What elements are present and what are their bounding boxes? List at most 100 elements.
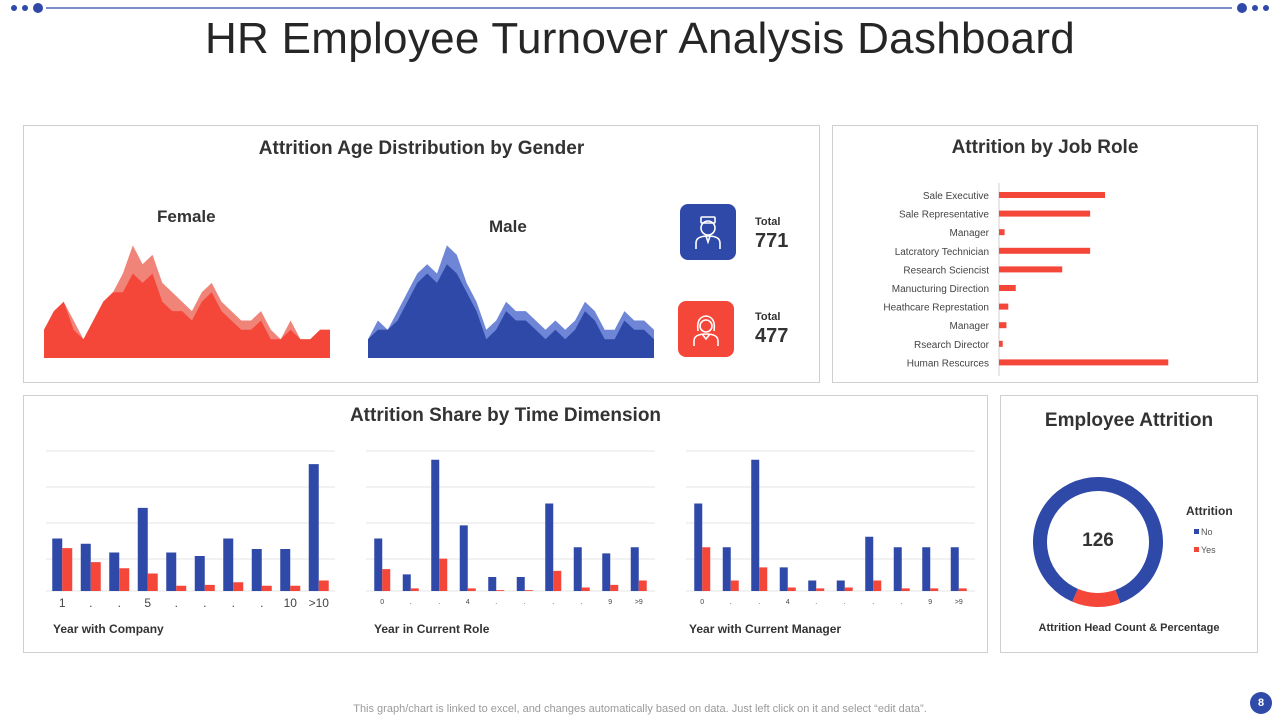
legend-swatch-yes [1194, 547, 1199, 552]
company-bar-yes [90, 562, 101, 591]
female-total-value: 477 [755, 325, 789, 347]
female-area-chart [44, 245, 330, 358]
attrition-donut-chart: Attrition No Yes [1033, 477, 1233, 607]
company-bar-no [80, 543, 91, 591]
manager-bar-no [779, 567, 788, 591]
role-bar-yes [524, 590, 533, 591]
role-tick-label: . [410, 599, 412, 606]
job-role-label: Latcratory Technician [895, 247, 989, 258]
role-bar-no [431, 459, 440, 591]
job-role-bar [999, 359, 1169, 366]
year-in-current-role-label: Year in Current Role [374, 622, 490, 636]
role-bar-no [374, 538, 383, 591]
year-in-current-role-chart: 0.. 4.... 9 >9 [366, 450, 655, 606]
male-label: Male [489, 217, 527, 236]
job-role-label: Research Sciencist [903, 265, 989, 276]
job-role-panel: Attrition by Job Role Sale Executive Sale… [832, 125, 1258, 383]
job-role-bar [999, 229, 1005, 236]
role-bar-yes [610, 584, 619, 591]
company-tick-label: 10 [284, 596, 298, 610]
legend-swatch-no [1194, 529, 1199, 534]
company-bar-yes [290, 585, 301, 591]
company-bar-no [109, 552, 120, 591]
manager-tick-label: 0 [700, 599, 704, 606]
manager-tick-label: . [758, 599, 760, 606]
job-role-label: Manager [950, 228, 990, 239]
manager-bar-yes [702, 547, 711, 591]
female-total-label: Total [755, 311, 781, 323]
manager-tick-label: . [901, 599, 903, 606]
company-bar-no [308, 464, 319, 591]
job-role-label: Sale Executive [923, 191, 990, 202]
company-bar-no [251, 549, 262, 591]
role-bar-yes [439, 558, 448, 591]
female-area-series-1 [44, 273, 330, 358]
time-dimension-panel: Attrition Share by Time Dimension 1.. 5..… [23, 395, 988, 653]
donut-legend-title: Attrition [1186, 504, 1233, 518]
role-bar-yes [410, 588, 419, 591]
company-tick-label: 5 [144, 596, 151, 610]
year-with-company-chart: 1.. 5.... 10 >10 [46, 450, 335, 610]
company-bar-no [280, 549, 291, 591]
role-bar-no [488, 577, 497, 591]
role-bar-no [630, 547, 639, 591]
manager-bar-no [893, 547, 902, 591]
manager-bar-yes [844, 587, 853, 591]
company-tick-label: >10 [309, 596, 330, 610]
company-bar-no [223, 538, 234, 591]
manager-bar-yes [930, 588, 939, 591]
role-bar-yes [382, 569, 391, 591]
company-bar-no [166, 552, 177, 591]
page-number-badge: 8 [1250, 692, 1272, 714]
manager-bar-no [694, 503, 703, 591]
job-role-bar [999, 322, 1007, 329]
job-role-bar [999, 266, 1063, 273]
manager-tick-label: . [872, 599, 874, 606]
manager-bar-no [751, 459, 760, 591]
role-bar-yes [581, 587, 590, 591]
job-role-label: Manucturing Direction [892, 284, 989, 295]
female-employee-icon [678, 301, 734, 357]
manager-bar-yes [901, 588, 910, 591]
job-role-bar [999, 192, 1106, 198]
manager-bar-yes [816, 588, 825, 591]
role-bar-no [602, 553, 611, 591]
manager-bar-no [865, 536, 874, 591]
male-total-value: 771 [755, 230, 789, 252]
company-tick-label: . [203, 596, 206, 610]
company-bar-no [52, 538, 63, 591]
manager-bar-yes [958, 588, 967, 591]
job-role-label: Heathcare Represtation [883, 303, 989, 314]
job-role-label: Rsearch Director [914, 340, 990, 351]
role-tick-label: . [552, 599, 554, 606]
job-role-label: Manager [950, 321, 990, 332]
manager-bar-no [808, 580, 817, 591]
employee-attrition-panel: Employee Attrition Attrition No Yes 126 At… [1000, 395, 1258, 653]
role-bar-no [402, 574, 411, 591]
job-role-bar [999, 303, 1009, 310]
job-role-bar [999, 210, 1091, 217]
company-bar-yes [62, 548, 73, 591]
manager-bar-no [722, 547, 731, 591]
role-bar-no [573, 547, 582, 591]
manager-bar-no [836, 580, 845, 591]
male-employee-icon [680, 204, 736, 260]
donut-slice-no [1033, 477, 1163, 604]
attrition-center-value: 126 [1082, 530, 1114, 551]
male-total-label: Total [755, 216, 781, 228]
donut-slice-yes [1072, 588, 1121, 607]
manager-bar-yes [759, 567, 768, 591]
role-bar-no [459, 525, 468, 591]
header-decoration [11, 3, 1269, 13]
company-bar-yes [261, 585, 272, 591]
manager-bar-yes [873, 580, 882, 591]
job-role-bar [999, 285, 1016, 291]
legend-label-no: No [1201, 527, 1213, 537]
manager-tick-label: 4 [786, 599, 790, 606]
role-tick-label: 9 [608, 599, 612, 606]
role-bar-no [545, 503, 554, 591]
role-bar-yes [496, 590, 505, 591]
role-bar-yes [553, 570, 562, 591]
job-role-bar [999, 340, 1003, 347]
company-tick-label: . [118, 596, 121, 610]
